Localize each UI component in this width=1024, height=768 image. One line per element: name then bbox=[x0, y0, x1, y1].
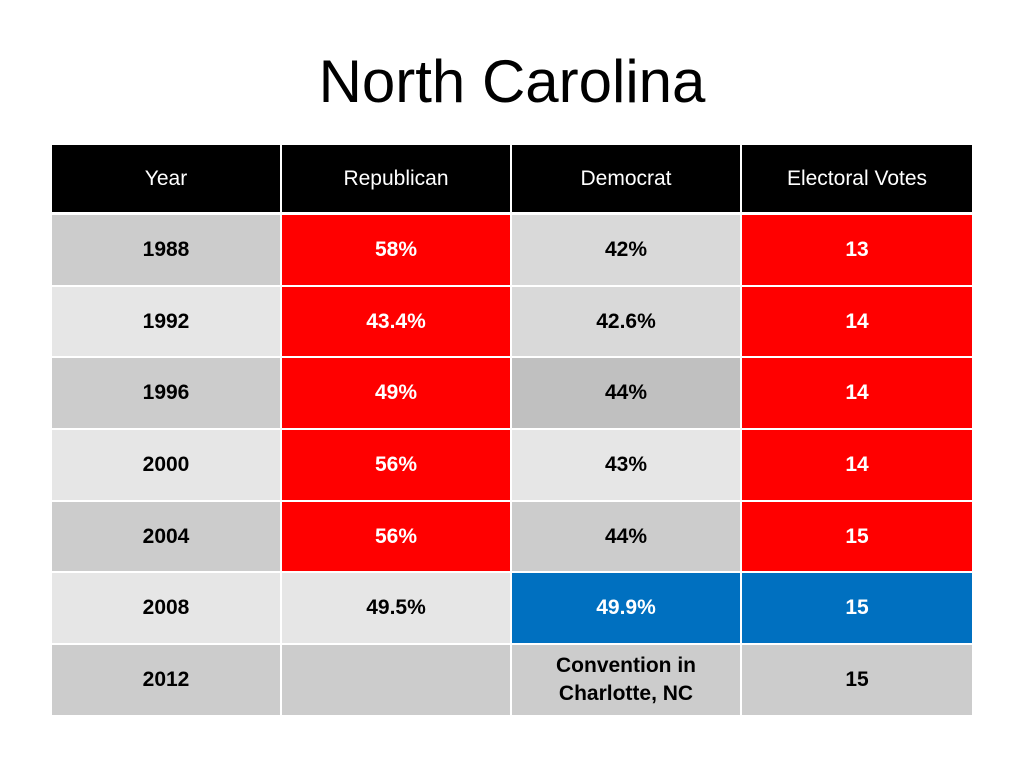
results-table: Year Republican Democrat Electoral Votes… bbox=[52, 145, 972, 717]
cell-year: 1992 bbox=[52, 286, 282, 359]
cell-republican: 56% bbox=[282, 501, 512, 574]
header-democrat: Democrat bbox=[512, 145, 742, 215]
cell-year: 1996 bbox=[52, 358, 282, 431]
cell-democrat: 42% bbox=[512, 215, 742, 287]
cell-year: 2012 bbox=[52, 645, 282, 717]
header-electoral-votes: Electoral Votes bbox=[742, 145, 972, 215]
header-republican: Republican bbox=[282, 145, 512, 215]
cell-year: 2008 bbox=[52, 573, 282, 646]
cell-year: 2000 bbox=[52, 430, 282, 502]
cell-democrat: 42.6% bbox=[512, 286, 742, 359]
cell-democrat: Convention in Charlotte, NC bbox=[512, 645, 742, 717]
cell-democrat: 44% bbox=[512, 501, 742, 574]
cell-republican: 58% bbox=[282, 215, 512, 287]
cell-year: 1988 bbox=[52, 215, 282, 287]
cell-democrat: 49.9% bbox=[512, 573, 742, 646]
cell-electoral-votes: 15 bbox=[742, 645, 972, 717]
cell-republican: 49.5% bbox=[282, 573, 512, 646]
cell-republican bbox=[282, 645, 512, 717]
header-year: Year bbox=[52, 145, 282, 215]
cell-electoral-votes: 14 bbox=[742, 430, 972, 502]
cell-electoral-votes: 13 bbox=[742, 215, 972, 287]
cell-republican: 43.4% bbox=[282, 286, 512, 359]
cell-democrat: 43% bbox=[512, 430, 742, 502]
cell-electoral-votes: 14 bbox=[742, 286, 972, 359]
cell-electoral-votes: 14 bbox=[742, 358, 972, 431]
cell-electoral-votes: 15 bbox=[742, 573, 972, 646]
cell-year: 2004 bbox=[52, 501, 282, 574]
cell-republican: 56% bbox=[282, 430, 512, 502]
cell-democrat: 44% bbox=[512, 358, 742, 431]
slide-title: North Carolina bbox=[318, 48, 706, 115]
cell-electoral-votes: 15 bbox=[742, 501, 972, 574]
cell-republican: 49% bbox=[282, 358, 512, 431]
